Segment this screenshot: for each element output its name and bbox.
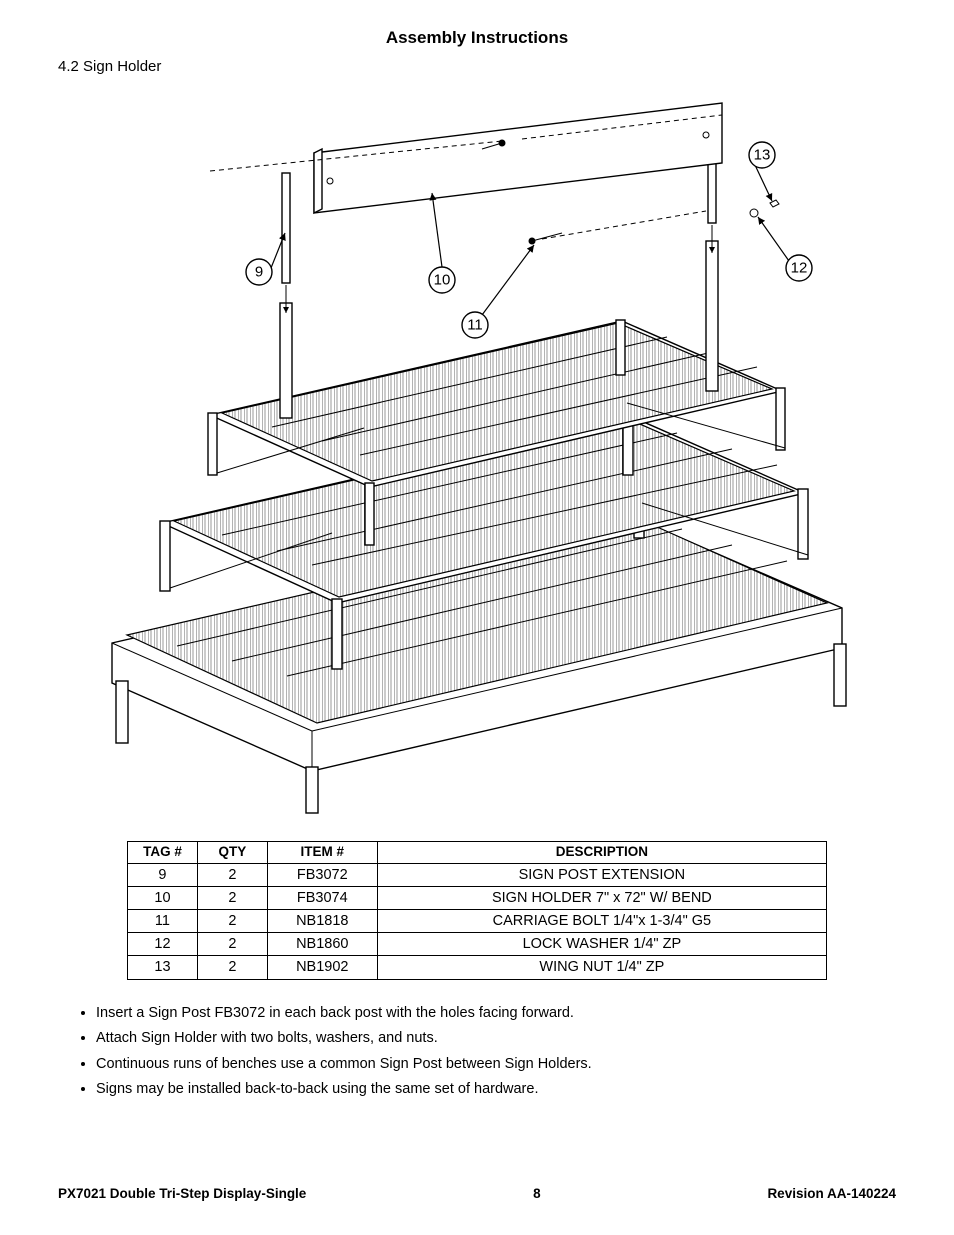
table-cell: FB3072 <box>267 863 377 886</box>
table-cell: FB3074 <box>267 887 377 910</box>
instruction-item: Continuous runs of benches use a common … <box>96 1055 896 1075</box>
table-cell: NB1902 <box>267 956 377 979</box>
assembly-diagram: 9 10 11 12 13 <box>58 83 896 823</box>
table-row: 132NB1902WING NUT 1/4" ZP <box>128 956 827 979</box>
callout-10-label: 10 <box>434 272 451 289</box>
instruction-item: Insert a Sign Post FB3072 in each back p… <box>96 1004 896 1024</box>
table-cell: 10 <box>128 887 198 910</box>
callout-9-label: 9 <box>255 264 263 281</box>
table-header-row: TAG # QTY ITEM # DESCRIPTION <box>128 842 827 864</box>
table-cell: 2 <box>197 933 267 956</box>
table-row: 92FB3072SIGN POST EXTENSION <box>128 863 827 886</box>
table-cell: NB1860 <box>267 933 377 956</box>
table-row: 112NB1818CARRIAGE BOLT 1/4"x 1-3/4" G5 <box>128 910 827 933</box>
footer-right: Revision AA-140224 <box>767 1186 896 1201</box>
table-cell: 9 <box>128 863 198 886</box>
table-row: 102FB3074SIGN HOLDER 7" x 72" W/ BEND <box>128 887 827 910</box>
th-desc: DESCRIPTION <box>377 842 826 864</box>
footer-left: PX7021 Double Tri-Step Display-Single <box>58 1186 306 1201</box>
page-title: Assembly Instructions <box>58 28 896 48</box>
table-cell: SIGN HOLDER 7" x 72" W/ BEND <box>377 887 826 910</box>
table-cell: SIGN POST EXTENSION <box>377 863 826 886</box>
diagram-svg: 9 10 11 12 13 <box>82 83 872 823</box>
table-cell: 2 <box>197 956 267 979</box>
table-row: 122NB1860LOCK WASHER 1/4" ZP <box>128 933 827 956</box>
callout-13-label: 13 <box>754 147 771 164</box>
page-footer: PX7021 Double Tri-Step Display-Single 8 … <box>58 1186 896 1201</box>
table-cell: NB1818 <box>267 910 377 933</box>
table-cell: LOCK WASHER 1/4" ZP <box>377 933 826 956</box>
instruction-item: Signs may be installed back-to-back usin… <box>96 1080 896 1100</box>
table-cell: WING NUT 1/4" ZP <box>377 956 826 979</box>
instructions-list: Insert a Sign Post FB3072 in each back p… <box>58 1004 896 1100</box>
instruction-item: Attach Sign Holder with two bolts, washe… <box>96 1029 896 1049</box>
table-cell: 2 <box>197 863 267 886</box>
table-cell: 2 <box>197 887 267 910</box>
table-cell: 12 <box>128 933 198 956</box>
parts-table: TAG # QTY ITEM # DESCRIPTION 92FB3072SIG… <box>127 841 827 980</box>
table-cell: 2 <box>197 910 267 933</box>
section-title: 4.2 Sign Holder <box>58 58 896 75</box>
callout-12-label: 12 <box>791 260 808 277</box>
th-item: ITEM # <box>267 842 377 864</box>
callout-11-label: 11 <box>467 317 483 334</box>
table-cell: 11 <box>128 910 198 933</box>
table-cell: 13 <box>128 956 198 979</box>
footer-center: 8 <box>533 1186 541 1201</box>
table-cell: CARRIAGE BOLT 1/4"x 1-3/4" G5 <box>377 910 826 933</box>
th-qty: QTY <box>197 842 267 864</box>
th-tag: TAG # <box>128 842 198 864</box>
